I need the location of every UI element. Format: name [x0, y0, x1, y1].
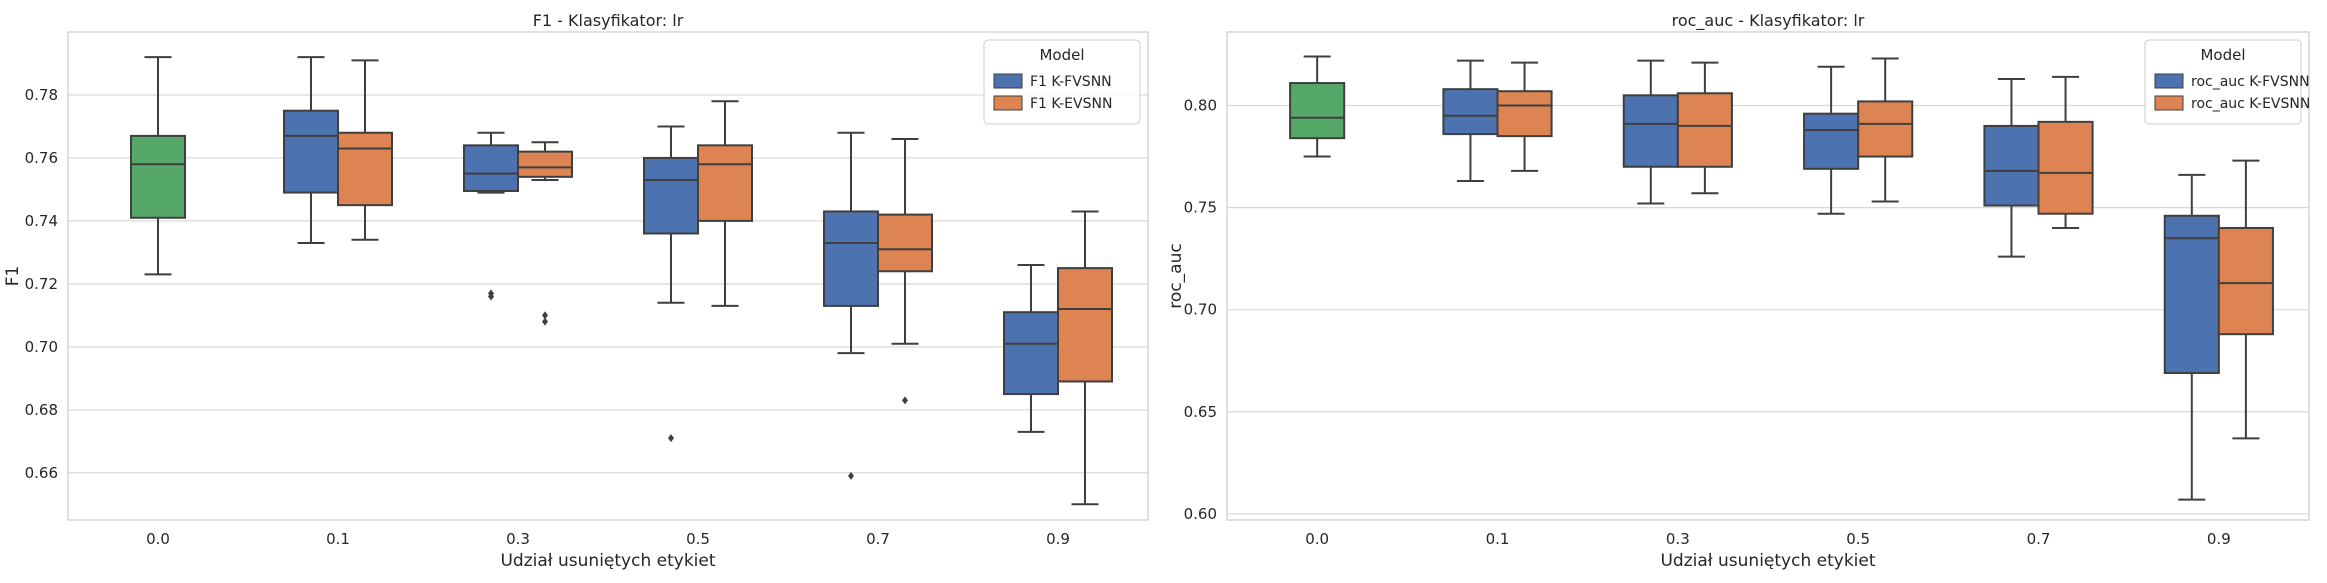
series-0-box: [1803, 112, 1860, 170]
series-1-flier: [902, 396, 908, 405]
x-tick-label: 0.9: [2207, 530, 2231, 548]
series-1-box-group: [337, 59, 393, 241]
series-1-box: [697, 144, 753, 222]
x-axis-label: Udział usuniętych etykiet: [1660, 551, 1875, 571]
x-tick-label: 0.7: [866, 530, 890, 548]
plot-area-frame: [67, 31, 1149, 521]
legend-swatch: [2154, 95, 2184, 111]
series-1-box: [1676, 92, 1733, 168]
series-0-flier: [668, 434, 674, 443]
series-0-box: [1983, 124, 2040, 207]
series-0-box-group: [2163, 173, 2220, 501]
series-1-box-group: [517, 141, 573, 326]
x-tick-label: 0.0: [146, 530, 170, 548]
legend-label: roc_auc K-FVSNN: [2191, 74, 2310, 90]
series-0-box: [463, 144, 519, 192]
series-1-box: [337, 131, 393, 207]
x-tick-label: 0.1: [1486, 530, 1510, 548]
y-tick-label: 0.74: [25, 212, 58, 230]
x-axis-label: Udział usuniętych etykiet: [500, 551, 715, 571]
series-1-box-group: [1676, 61, 1733, 195]
x-tick-label: 0.3: [1666, 530, 1690, 548]
series-1-box-group: [697, 100, 753, 307]
baseline-box-group: [1289, 55, 1346, 158]
y-tick-label: 0.70: [25, 338, 58, 356]
y-axis-label: F1: [3, 266, 23, 287]
f1-boxplot-chart: 0.66 0.68 0.70 0.72 0.74 0.76 0.78 0.0 0.1 0.3 0.5…: [3, 11, 1149, 571]
legend-title: Model: [1039, 46, 1084, 64]
series-0-box-group: [1803, 65, 1860, 215]
series-1-box-group: [2217, 159, 2274, 440]
baseline-box: [1289, 82, 1346, 140]
baseline-box: [130, 134, 186, 219]
legend-label: roc_auc K-EVSNN: [2191, 96, 2310, 112]
plot-area-frame: [1226, 31, 2310, 521]
series-0-box-group: [1622, 59, 1679, 205]
series-1-box: [1857, 100, 1914, 158]
series-0-box: [283, 109, 339, 194]
x-tick-label: 0.3: [506, 530, 530, 548]
x-tick-label: 0.1: [326, 530, 350, 548]
series-1-flier: [542, 311, 548, 320]
series-1-box: [1496, 90, 1553, 138]
series-0-box-group: [823, 131, 879, 480]
legend-frame: [983, 39, 1141, 125]
chart-title: F1 - Klasyfikator: lr: [533, 11, 684, 30]
series-0-flier: [488, 292, 494, 301]
y-axis-label: roc_auc: [1166, 243, 1186, 308]
legend-swatch: [2154, 73, 2184, 89]
series-0-box-group: [1983, 77, 2040, 258]
x-tick-label: 0.7: [2027, 530, 2051, 548]
series-1-box-group: [1496, 61, 1553, 172]
series-1-box-group: [2037, 75, 2094, 230]
y-tick-label: 0.75: [1184, 199, 1217, 217]
x-tick-label: 0.0: [1305, 530, 1329, 548]
y-tick-label: 0.60: [1184, 505, 1217, 523]
series-0-box: [1003, 311, 1059, 396]
series-0-box: [1622, 94, 1679, 168]
legend-label: F1 K-FVSNN: [1030, 74, 1112, 90]
series-1-box-group: [877, 138, 933, 405]
series-1-box: [517, 150, 573, 178]
y-tick-label: 0.72: [25, 275, 58, 293]
series-1-flier: [542, 317, 548, 326]
series-0-box: [2163, 214, 2220, 374]
baseline-box-group: [130, 56, 186, 276]
y-tick-label: 0.70: [1184, 301, 1217, 319]
series-1-box: [877, 213, 933, 273]
legend: Model F1 K-FVSNN F1 K-EVSNN: [983, 39, 1141, 125]
legend: Model roc_auc K-FVSNN roc_auc K-EVSNN: [2144, 39, 2310, 125]
series-1-box-group: [1057, 210, 1113, 506]
legend-swatch: [993, 73, 1023, 89]
legend-label: F1 K-EVSNN: [1030, 96, 1112, 112]
series-0-box-group: [643, 125, 699, 443]
series-0-box-group: [283, 56, 339, 244]
y-tick-label: 0.80: [1184, 97, 1217, 115]
series-0-flier: [848, 471, 854, 480]
legend-frame: [2144, 39, 2302, 125]
series-0-box-group: [463, 131, 519, 301]
x-tick-label: 0.5: [686, 530, 710, 548]
y-tick-label: 0.66: [25, 464, 58, 482]
series-0-box: [643, 156, 699, 235]
series-0-box-group: [1003, 263, 1059, 433]
series-1-box: [2037, 120, 2094, 215]
series-1-box-group: [1857, 57, 1914, 203]
series-0-box: [823, 210, 879, 307]
y-tick-label: 0.76: [25, 149, 58, 167]
chart-title: roc_auc - Klasyfikator: lr: [1672, 11, 1865, 31]
y-tick-label: 0.68: [25, 401, 58, 419]
series-0-box: [1442, 88, 1499, 136]
x-tick-label: 0.5: [1846, 530, 1870, 548]
roc-auc-boxplot-chart: 0.60 0.65 0.70 0.75 0.80 0.0 0.1 0.3 0.5 0.7 0.9 ro…: [1166, 11, 2310, 571]
series-1-box: [2217, 227, 2274, 336]
series-1-box: [1057, 267, 1113, 383]
x-tick-label: 0.9: [1046, 530, 1070, 548]
legend-title: Model: [2200, 46, 2245, 64]
y-tick-label: 0.65: [1184, 403, 1217, 421]
y-tick-label: 0.78: [25, 86, 58, 104]
series-0-box-group: [1442, 59, 1499, 183]
legend-swatch: [993, 95, 1023, 111]
